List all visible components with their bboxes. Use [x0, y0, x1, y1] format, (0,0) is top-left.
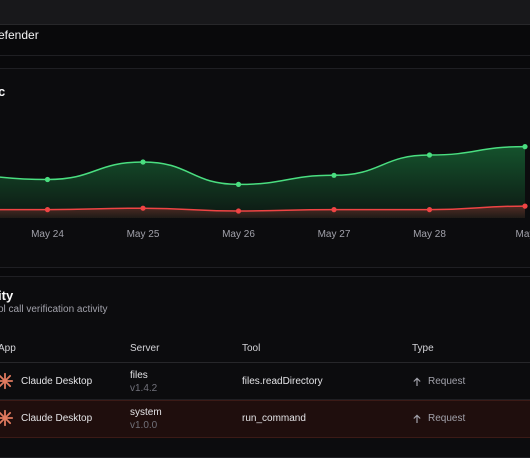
x-tick-label: May	[516, 229, 530, 240]
claude-sunburst-icon	[0, 409, 14, 427]
column-header-tool[interactable]: Tool	[242, 343, 261, 354]
series-1-point-3[interactable]	[235, 208, 242, 214]
column-header-type[interactable]: Type	[412, 343, 434, 354]
series-1-point-6[interactable]	[522, 203, 528, 209]
series-0-point-6[interactable]	[522, 144, 528, 150]
type-label: Request	[428, 413, 466, 424]
chart-title: c	[0, 84, 6, 99]
server-version: v1.0.0	[130, 420, 158, 431]
table-row-flagged[interactable]: Claude Desktop system v1.0.0 run_command…	[0, 400, 530, 438]
x-tick-label: May 25	[127, 229, 160, 240]
series-1-area	[0, 206, 525, 218]
app-name: Claude Desktop	[21, 413, 93, 424]
breadcrumb: efender	[0, 28, 39, 42]
server-version: v1.4.2	[130, 383, 158, 394]
series-0-point-5[interactable]	[426, 152, 433, 158]
area-chart: May 24 May 25 May 26 May 27 May 28 May	[0, 144, 530, 240]
app-name: Claude Desktop	[21, 376, 93, 387]
tool-name: files.readDirectory	[242, 376, 323, 387]
server-name: system	[130, 407, 162, 418]
series-1-point-5[interactable]	[426, 207, 433, 213]
activity-subtitle: ol call verification activity	[0, 304, 108, 315]
series-1-point-1[interactable]	[44, 207, 51, 213]
series-1-point-4[interactable]	[331, 207, 337, 213]
series-0-point-3[interactable]	[235, 181, 242, 187]
table-row[interactable]: Claude Desktop files v1.4.2 files.readDi…	[0, 363, 530, 400]
series-0-area	[0, 146, 525, 218]
activity-title: ity	[0, 288, 14, 303]
tool-name: run_command	[242, 413, 306, 424]
header-bar	[0, 25, 530, 56]
x-tick-label: May 24	[31, 229, 64, 240]
column-header-server[interactable]: Server	[130, 343, 160, 354]
claude-sunburst-icon	[0, 372, 14, 390]
arrow-up-icon	[413, 414, 421, 423]
arrow-up-icon	[413, 377, 421, 386]
series-0-point-1[interactable]	[44, 176, 51, 183]
header-divider	[0, 362, 530, 363]
series-1-point-2[interactable]	[140, 205, 146, 211]
server-name: files	[130, 370, 148, 381]
type-label: Request	[428, 376, 466, 387]
series-0-point-2[interactable]	[140, 159, 146, 165]
top-bar	[0, 0, 530, 25]
x-tick-label: May 28	[413, 229, 446, 240]
column-header-app[interactable]: App	[0, 343, 16, 354]
x-tick-label: May 26	[222, 229, 255, 240]
series-0-point-4[interactable]	[331, 172, 337, 178]
x-tick-label: May 27	[318, 229, 351, 240]
